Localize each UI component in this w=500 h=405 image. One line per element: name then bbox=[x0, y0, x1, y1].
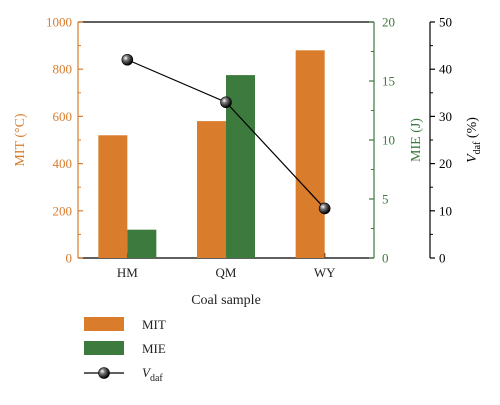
left-axis-title: MIT (°C) bbox=[13, 113, 28, 167]
vdaf-axis-title-main: V bbox=[465, 153, 480, 163]
left-axis-tick-label: 0 bbox=[66, 251, 73, 266]
left-axis-tick-label: 1000 bbox=[46, 15, 72, 30]
legend-swatch-mit bbox=[84, 317, 124, 331]
legend-label-mie: MIE bbox=[142, 341, 166, 356]
vdaf-axis-tick-label: 0 bbox=[439, 251, 446, 266]
x-axis-title: Coal sample bbox=[191, 293, 261, 308]
legend-label-vdaf-main: V bbox=[142, 365, 152, 380]
vdaf-axis-tick-label: 10 bbox=[439, 203, 452, 218]
left-axis-tick-label: 200 bbox=[53, 203, 73, 218]
mit-bar bbox=[98, 135, 128, 258]
vdaf-point bbox=[121, 53, 134, 66]
legend-label-vdaf: Vdaf bbox=[142, 365, 163, 384]
mie-bar bbox=[226, 75, 255, 258]
vdaf-axis-tick-label: 30 bbox=[439, 109, 452, 124]
vdaf-axis-tick-label: 50 bbox=[439, 15, 452, 30]
left-axis-tick-label: 400 bbox=[53, 156, 73, 171]
mie-axis-title: MIE (J) bbox=[409, 118, 424, 162]
vdaf-axis-title-sub: daf bbox=[472, 141, 483, 154]
mit-bar bbox=[197, 121, 226, 259]
x-axis-tick-label: WY bbox=[314, 265, 336, 280]
mie-axis-tick-label: 0 bbox=[382, 251, 389, 266]
vdaf-axis-title-suffix: (%) bbox=[465, 117, 480, 142]
vdaf-axis-tick-label: 20 bbox=[439, 156, 452, 171]
vdaf-point bbox=[220, 96, 232, 109]
vdaf-point bbox=[318, 202, 331, 215]
mie-axis-tick-label: 5 bbox=[382, 192, 389, 207]
legend-label-mit: MIT bbox=[142, 317, 166, 332]
left-axis-tick-label: 600 bbox=[53, 109, 73, 124]
legend-marker-vdaf bbox=[98, 367, 110, 379]
left-axis-tick-label: 800 bbox=[53, 62, 73, 77]
x-axis-tick-label: HM bbox=[117, 265, 138, 280]
x-axis-tick-label: QM bbox=[216, 265, 237, 280]
vdaf-axis-title: Vdaf (%) bbox=[465, 117, 483, 163]
mie-axis-tick-label: 20 bbox=[382, 15, 395, 30]
vdaf-axis-tick-label: 40 bbox=[439, 62, 452, 77]
legend-swatch-mie bbox=[84, 341, 124, 355]
mie-axis-tick-label: 15 bbox=[382, 74, 395, 89]
mie-axis-tick-label: 10 bbox=[382, 133, 395, 148]
legend-label-vdaf-sub: daf bbox=[150, 373, 163, 384]
mit-bar bbox=[295, 50, 325, 258]
mie-bar bbox=[127, 229, 157, 258]
